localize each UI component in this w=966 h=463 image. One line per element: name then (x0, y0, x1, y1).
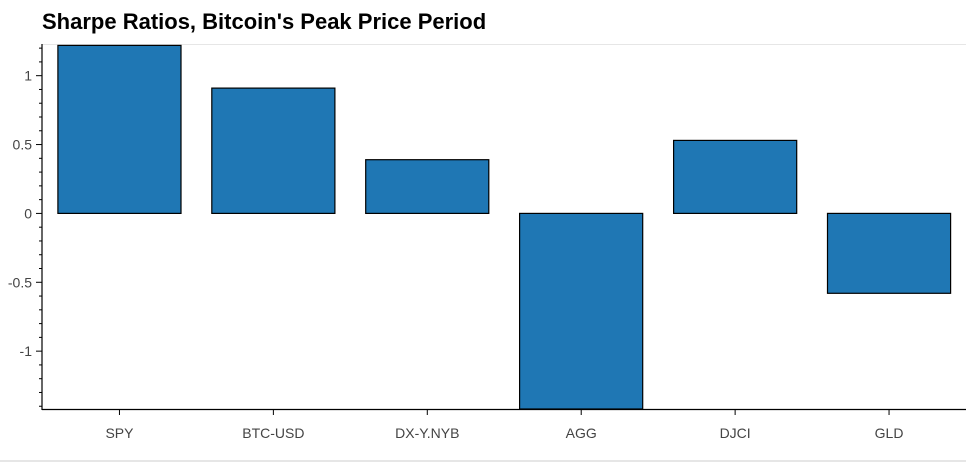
bar-dx-y-nyb (365, 159, 490, 214)
x-ticks-group: SPY BTC-USD DX-Y.NYB AGG DJCI GLD (105, 409, 903, 441)
bar-agg (518, 212, 644, 410)
bar-btc-usd (211, 87, 336, 215)
x-tick-label: DJCI (720, 425, 751, 441)
y-tick-label: -1 (20, 343, 33, 359)
y-ticks-group: 1 0.5 0 -0.5 -1 (8, 47, 42, 407)
bar-gld (826, 212, 952, 294)
y-tick-label: -0.5 (8, 274, 32, 290)
y-tick-label: 0.5 (13, 137, 33, 153)
bar-djci (672, 139, 798, 214)
y-tick-label: 1 (24, 68, 32, 84)
x-tick-label: BTC-USD (242, 425, 304, 441)
x-tick-label: DX-Y.NYB (395, 425, 459, 441)
x-tick-label: AGG (566, 425, 597, 441)
bars-group (57, 44, 952, 410)
bar-spy (57, 44, 182, 215)
x-tick-label: GLD (875, 425, 904, 441)
x-tick-label: SPY (105, 425, 134, 441)
bottom-rule (0, 460, 966, 462)
y-tick-label: 0 (24, 205, 32, 221)
chart-title: Sharpe Ratios, Bitcoin's Peak Price Peri… (42, 9, 487, 34)
